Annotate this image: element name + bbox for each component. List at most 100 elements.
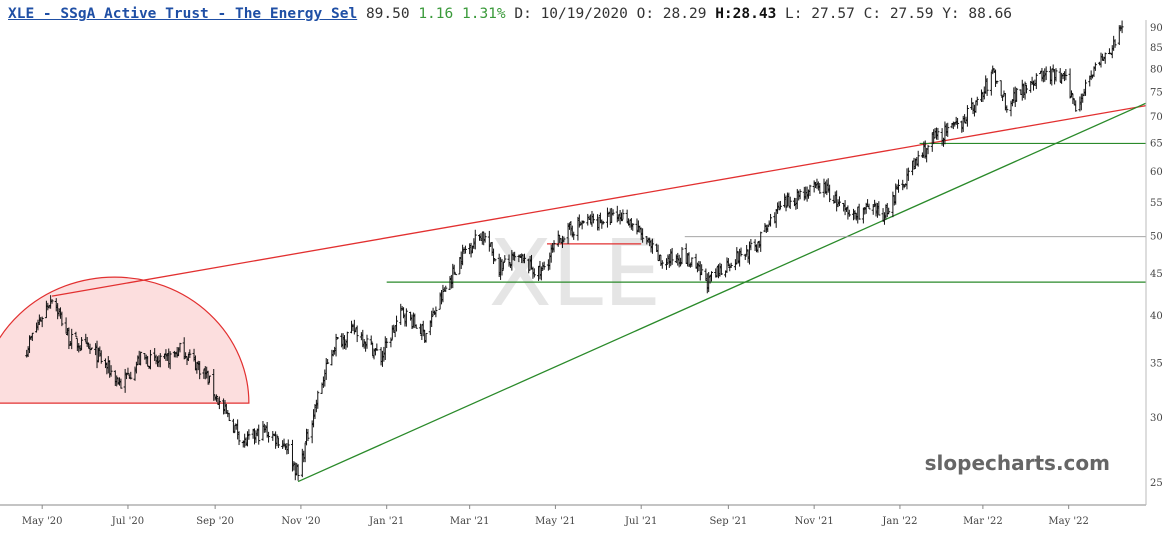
ohlc-bar [30, 332, 34, 342]
ohlc-bar [40, 316, 44, 328]
bar-high-value: 28.43 [732, 6, 777, 22]
ohlc-bar [276, 437, 280, 448]
ohlc-bar [316, 390, 320, 409]
x-tick-label: Sep '21 [709, 516, 747, 527]
ohlc-bar [126, 367, 130, 374]
ohlc-bar [522, 253, 526, 264]
x-tick-label: Jul '20 [111, 516, 144, 527]
ohlc-bar [1074, 100, 1078, 112]
ohlc-bar [444, 285, 448, 292]
x-tick-label: May '21 [535, 516, 576, 527]
ohlc-bar [70, 328, 74, 350]
ohlc-bar [430, 310, 434, 328]
ohlc-bar [897, 179, 901, 193]
ohlc-bar [501, 261, 505, 270]
ohlc-bar [641, 228, 645, 243]
ohlc-bar [766, 224, 770, 233]
ohlc-bar [710, 271, 714, 282]
ohlc-bar [769, 213, 773, 227]
ohlc-bar [424, 332, 428, 343]
ohlc-bar [286, 439, 290, 455]
ohlc-bar [902, 183, 906, 189]
ohlc-bar [926, 145, 930, 155]
ohlc-bar [345, 331, 349, 348]
ohlc-bar [139, 351, 143, 366]
ohlc-bar [463, 245, 467, 254]
ohlc-bar [178, 342, 182, 353]
ohlc-bar [414, 324, 418, 329]
x-tick-label: Mar '21 [450, 516, 490, 527]
ohlc-bar [1069, 90, 1073, 98]
ohlc-bar [109, 365, 113, 377]
bar-high-label: H: [715, 6, 733, 22]
ohlc-bar [887, 207, 891, 215]
y-tick-label: 90 [1150, 23, 1163, 34]
ohlc-bar [999, 80, 1003, 97]
symbol-title-link[interactable]: XLE - SSgA Active Trust - The Energy Sel [8, 6, 358, 22]
ohlc-bar [1023, 81, 1027, 100]
ohlc-bar [591, 213, 595, 224]
ohlc-bar [956, 117, 960, 129]
ohlc-bar [492, 248, 496, 265]
ohlc-bar [296, 464, 300, 481]
y-tick-label: 60 [1150, 167, 1163, 178]
ohlc-bar [871, 204, 875, 215]
x-tick-label: May '20 [22, 516, 63, 527]
ohlc-bar [532, 268, 536, 278]
ohlc-bar [1054, 68, 1058, 82]
ohlc-bar [582, 220, 586, 224]
ohlc-bar [965, 105, 969, 127]
x-tick-label: Jan '21 [368, 516, 404, 527]
ohlc-bar [237, 431, 241, 446]
ohlc-bar [739, 247, 743, 257]
ohlc-bar [989, 71, 993, 96]
ohlc-bar [650, 238, 654, 254]
ohlc-bar [389, 337, 393, 348]
ohlc-bar [946, 122, 950, 137]
ohlc-bar [818, 182, 822, 194]
ohlc-bar [355, 325, 359, 343]
ohlc-bar [1084, 79, 1088, 96]
ohlc-bar [335, 337, 339, 340]
ohlc-bar [74, 331, 78, 338]
ohlc-bar [621, 209, 625, 220]
price-change: 1.16 [418, 6, 454, 22]
ohlc-bar [503, 255, 507, 262]
ohlc-bar [631, 223, 635, 231]
y-tick-label: 85 [1150, 43, 1163, 54]
x-tick-label: Sep '20 [196, 516, 234, 527]
ohlc-bar [749, 239, 753, 251]
ohlc-bar [857, 203, 861, 220]
ohlc-bar [452, 264, 456, 275]
ohlc-bar [837, 196, 841, 207]
ohlc-bar [777, 201, 781, 211]
bar-date: D: 10/19/2020 [514, 6, 628, 22]
ohlc-bar [80, 337, 84, 351]
y-tick-label: 50 [1150, 232, 1163, 243]
ohlc-bar [385, 338, 389, 349]
ohlc-bar [188, 349, 192, 358]
y-tick-label: 40 [1150, 311, 1163, 322]
ohlc-bar [513, 251, 517, 261]
ohlc-bar [129, 371, 133, 380]
ohlc-bar [158, 353, 162, 368]
ohlc-bar [125, 372, 129, 380]
ohlc-bar [994, 69, 998, 87]
ohlc-bar [208, 375, 212, 383]
ohlc-bar [275, 434, 279, 447]
ohlc-bar [572, 231, 576, 240]
ohlc-bar [168, 351, 172, 370]
ohlc-bar [1044, 66, 1048, 81]
ohlc-bar [267, 431, 271, 443]
ohlc-bar [562, 236, 566, 243]
ohlc-bar [365, 334, 369, 349]
ohlc-bar [404, 308, 408, 327]
ohlc-bar [828, 184, 832, 203]
ohlc-bar [680, 247, 684, 265]
last-price: 89.50 [365, 6, 410, 22]
ohlc-bar [89, 347, 93, 351]
ohlc-bar [975, 96, 979, 106]
ohlc-bar [877, 201, 881, 216]
ohlc-bar [493, 258, 497, 262]
